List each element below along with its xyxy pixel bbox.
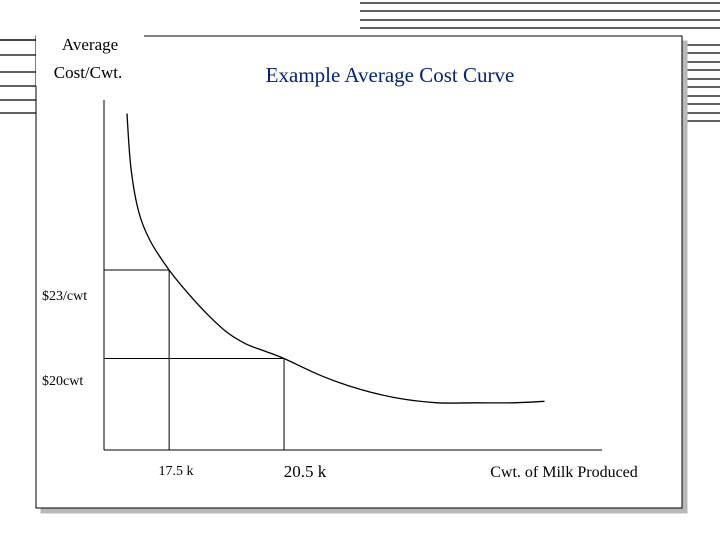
decoration-lines-left [0, 39, 36, 114]
ylabel-background [36, 30, 144, 86]
average-cost-curve [126, 113, 545, 404]
y-tick-label-20: $20cwt [42, 374, 83, 389]
x-tick-label-17-5k: 17.5 k [159, 464, 194, 479]
chart-title: Example Average Cost Curve [266, 63, 515, 87]
x-tick-label-20-5k: 20.5 k [284, 462, 327, 481]
y-axis-label-line1: Average [62, 35, 118, 54]
chart-frame [35, 35, 683, 509]
decoration-lines-top [360, 2, 720, 122]
y-axis-label-line2: Cost/Cwt. [54, 63, 123, 82]
reference-lines [104, 269, 285, 450]
y-tick-label-23: $23/cwt [42, 289, 87, 304]
x-axis-label: Cwt. of Milk Produced [490, 464, 638, 481]
